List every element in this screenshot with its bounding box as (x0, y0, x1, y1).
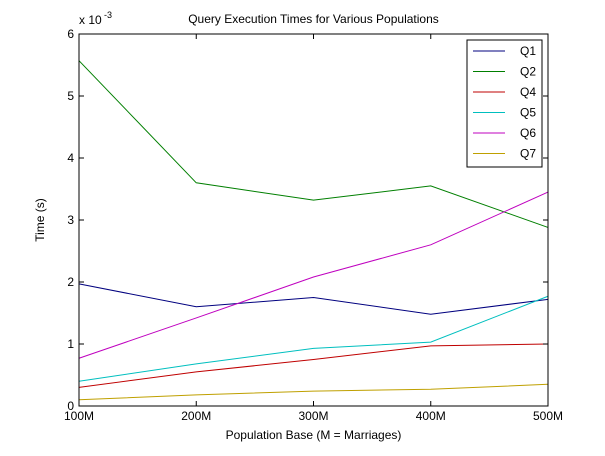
y-multiplier-base: x 10 (79, 13, 102, 27)
y-tick-label: 1 (67, 337, 74, 351)
x-tick-label: 200M (181, 409, 211, 423)
legend: Q1 Q2 Q4 Q5 Q6 Q7 (466, 39, 543, 168)
y-tick-label: 4 (67, 151, 74, 165)
legend-item-q1: Q1 (473, 44, 536, 58)
series-line-q4 (78, 343, 549, 388)
x-axis-label: Population Base (M = Marriages) (226, 428, 402, 442)
legend-label: Q5 (520, 106, 536, 120)
series-line-q1 (78, 283, 549, 315)
legend-item-q6: Q6 (473, 126, 536, 140)
series-line-q6 (78, 191, 549, 359)
y-tick-label: 6 (67, 27, 74, 41)
legend-item-q4: Q4 (473, 85, 536, 99)
series-line-q7 (78, 383, 549, 401)
legend-box (466, 39, 543, 168)
y-axis-label: Time (s) (33, 198, 47, 242)
legend-item-q2: Q2 (473, 65, 536, 79)
legend-label: Q4 (520, 85, 536, 99)
y-tick-label: 0 (67, 399, 74, 413)
legend-item-q5: Q5 (473, 106, 536, 120)
x-tick-label: 300M (298, 409, 328, 423)
x-tick-label: 100M (64, 409, 94, 423)
legend-label: Q7 (520, 147, 536, 161)
y-multiplier-exponent: -3 (104, 10, 112, 20)
y-tick-label: 2 (67, 275, 74, 289)
legend-label: Q2 (520, 65, 536, 79)
chart-title: Query Execution Times for Various Popula… (188, 12, 439, 26)
legend-label: Q1 (520, 44, 536, 58)
series-line-q2 (78, 60, 549, 228)
y-tick-label: 3 (67, 213, 74, 227)
series-line-q5 (78, 295, 549, 382)
series-layer (78, 60, 549, 401)
x-tick-label: 400M (416, 409, 446, 423)
axes-layer: 100M 200M 300M 400M 500M 0 1 2 3 4 5 6 (64, 27, 563, 423)
legend-label: Q6 (520, 126, 536, 140)
x-tick-label: 500M (533, 409, 563, 423)
y-multiplier-label: x 10 -3 (79, 10, 112, 27)
y-tick-label: 5 (67, 89, 74, 103)
legend-item-q7: Q7 (473, 147, 536, 161)
